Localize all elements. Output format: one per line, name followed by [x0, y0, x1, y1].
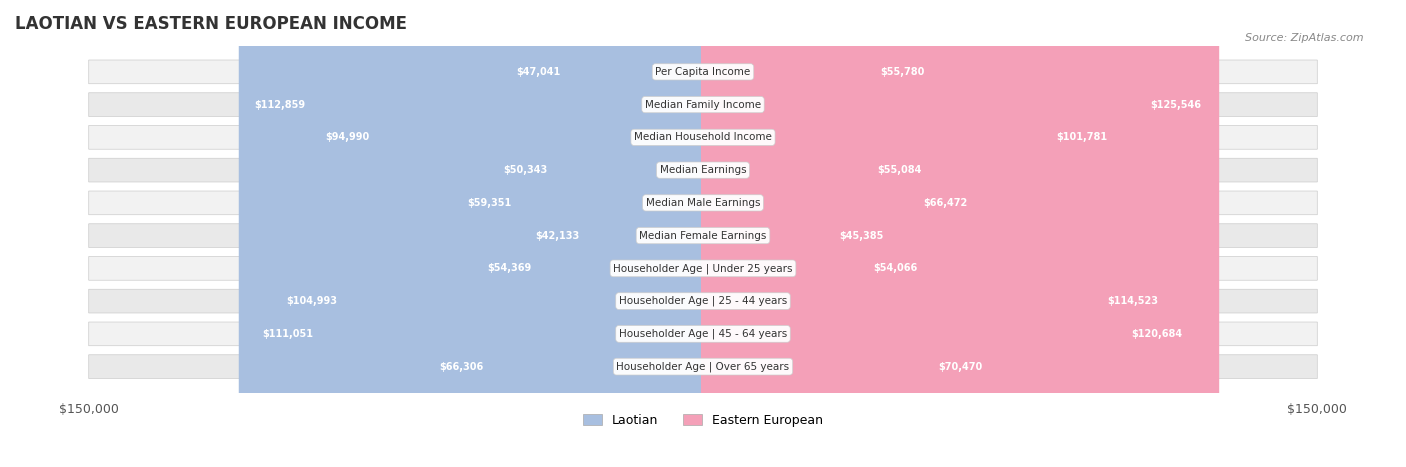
Text: Median Earnings: Median Earnings	[659, 165, 747, 175]
Text: $125,546: $125,546	[1150, 99, 1202, 110]
FancyBboxPatch shape	[458, 0, 704, 467]
FancyBboxPatch shape	[239, 0, 704, 467]
Text: $120,684: $120,684	[1132, 329, 1182, 339]
Text: Householder Age | 25 - 44 years: Householder Age | 25 - 44 years	[619, 296, 787, 306]
Legend: Laotian, Eastern European: Laotian, Eastern European	[578, 409, 828, 432]
Text: Householder Age | 45 - 64 years: Householder Age | 45 - 64 years	[619, 329, 787, 339]
Text: $70,470: $70,470	[939, 361, 983, 372]
Text: $104,993: $104,993	[285, 296, 337, 306]
FancyBboxPatch shape	[429, 0, 704, 467]
FancyBboxPatch shape	[702, 0, 1219, 467]
FancyBboxPatch shape	[702, 0, 927, 467]
FancyBboxPatch shape	[702, 0, 1199, 467]
FancyBboxPatch shape	[478, 0, 704, 467]
Text: $114,523: $114,523	[1107, 296, 1159, 306]
Text: $55,780: $55,780	[880, 67, 925, 77]
FancyBboxPatch shape	[246, 0, 704, 467]
FancyBboxPatch shape	[702, 0, 891, 467]
FancyBboxPatch shape	[312, 0, 704, 467]
Text: Householder Age | Over 65 years: Householder Age | Over 65 years	[616, 361, 790, 372]
FancyBboxPatch shape	[89, 60, 1317, 84]
Text: Source: ZipAtlas.com: Source: ZipAtlas.com	[1246, 33, 1364, 42]
Text: Median Family Income: Median Family Income	[645, 99, 761, 110]
Text: Householder Age | Under 25 years: Householder Age | Under 25 years	[613, 263, 793, 274]
FancyBboxPatch shape	[89, 126, 1317, 149]
FancyBboxPatch shape	[702, 0, 994, 467]
FancyBboxPatch shape	[89, 322, 1317, 346]
FancyBboxPatch shape	[89, 224, 1317, 248]
Text: $59,351: $59,351	[467, 198, 512, 208]
FancyBboxPatch shape	[702, 0, 977, 467]
FancyBboxPatch shape	[702, 0, 1174, 467]
FancyBboxPatch shape	[89, 256, 1317, 280]
FancyBboxPatch shape	[89, 158, 1317, 182]
Text: $54,066: $54,066	[873, 263, 918, 273]
Text: $94,990: $94,990	[326, 132, 370, 142]
Text: $47,041: $47,041	[516, 67, 561, 77]
FancyBboxPatch shape	[89, 355, 1317, 378]
Text: $101,781: $101,781	[1056, 132, 1108, 142]
FancyBboxPatch shape	[89, 93, 1317, 116]
Text: $111,051: $111,051	[262, 329, 314, 339]
FancyBboxPatch shape	[89, 191, 1317, 215]
Text: $112,859: $112,859	[254, 99, 307, 110]
Text: Per Capita Income: Per Capita Income	[655, 67, 751, 77]
FancyBboxPatch shape	[702, 0, 1122, 467]
FancyBboxPatch shape	[89, 289, 1317, 313]
Text: $66,472: $66,472	[922, 198, 967, 208]
FancyBboxPatch shape	[529, 0, 704, 467]
Text: $42,133: $42,133	[536, 231, 579, 241]
FancyBboxPatch shape	[495, 0, 704, 467]
Text: $66,306: $66,306	[440, 361, 484, 372]
Text: $45,385: $45,385	[839, 231, 883, 241]
Text: Median Female Earnings: Median Female Earnings	[640, 231, 766, 241]
Text: Median Male Earnings: Median Male Earnings	[645, 198, 761, 208]
Text: $55,084: $55,084	[877, 165, 922, 175]
Text: LAOTIAN VS EASTERN EUROPEAN INCOME: LAOTIAN VS EASTERN EUROPEAN INCOME	[15, 15, 406, 33]
FancyBboxPatch shape	[271, 0, 704, 467]
Text: Median Household Income: Median Household Income	[634, 132, 772, 142]
FancyBboxPatch shape	[509, 0, 704, 467]
FancyBboxPatch shape	[702, 0, 931, 467]
Text: $54,369: $54,369	[486, 263, 531, 273]
FancyBboxPatch shape	[702, 0, 934, 467]
Text: $50,343: $50,343	[503, 165, 547, 175]
